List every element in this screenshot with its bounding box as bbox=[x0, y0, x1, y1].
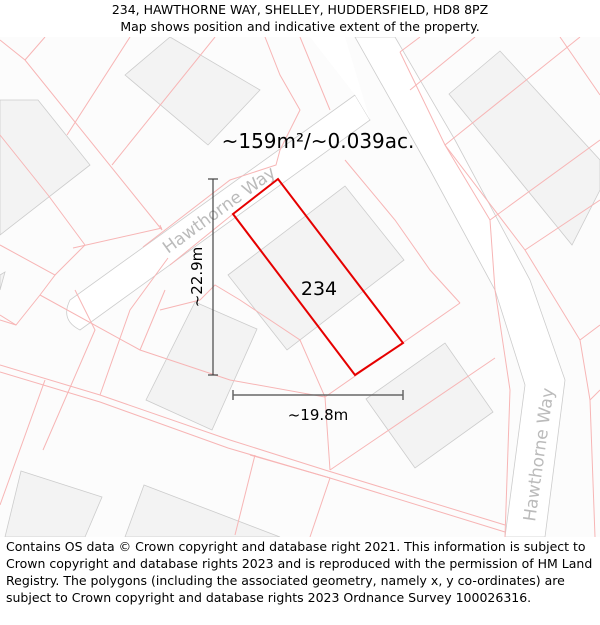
map-header: 234, HAWTHORNE WAY, SHELLEY, HUDDERSFIEL… bbox=[0, 0, 600, 37]
property-boundary-highlight[interactable] bbox=[231, 177, 405, 377]
road-hawthorne-way-vertical bbox=[354, 37, 566, 537]
building bbox=[0, 99, 91, 236]
road-hawthorne-way-diagonal bbox=[66, 94, 371, 331]
area-label: ~159m²/~0.039ac. bbox=[222, 129, 415, 153]
building bbox=[448, 50, 600, 246]
parcel-boundaries bbox=[0, 37, 600, 537]
height-dimension-label: ~22.9m bbox=[188, 247, 206, 308]
copyright-notice: Contains OS data © Crown copyright and d… bbox=[6, 539, 593, 605]
building bbox=[0, 271, 6, 291]
property-map[interactable]: Hawthorne Way Hawthorne Way ~159m²/~0.03… bbox=[0, 37, 600, 537]
building bbox=[145, 301, 258, 431]
building bbox=[124, 484, 281, 537]
plot-number-label: 234 bbox=[301, 278, 337, 300]
property-address: 234, HAWTHORNE WAY, SHELLEY, HUDDERSFIEL… bbox=[111, 2, 489, 17]
height-measure bbox=[208, 178, 218, 376]
roads bbox=[66, 37, 566, 537]
buildings bbox=[0, 37, 600, 537]
building bbox=[4, 470, 103, 537]
building bbox=[365, 342, 494, 469]
road-top-connector bbox=[310, 37, 370, 120]
width-measure bbox=[232, 390, 404, 400]
width-dimension-label: ~19.8m bbox=[288, 406, 349, 424]
building bbox=[124, 37, 261, 146]
map-subtitle: Map shows position and indicative extent… bbox=[120, 19, 480, 34]
